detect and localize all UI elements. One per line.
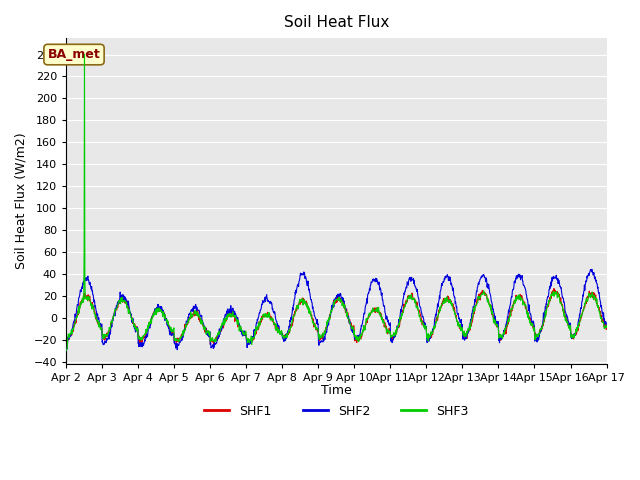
X-axis label: Time: Time: [321, 384, 352, 397]
Y-axis label: Soil Heat Flux (W/m2): Soil Heat Flux (W/m2): [15, 132, 28, 269]
Title: Soil Heat Flux: Soil Heat Flux: [284, 15, 389, 30]
Text: BA_met: BA_met: [47, 48, 100, 61]
Legend: SHF1, SHF2, SHF3: SHF1, SHF2, SHF3: [199, 400, 474, 422]
